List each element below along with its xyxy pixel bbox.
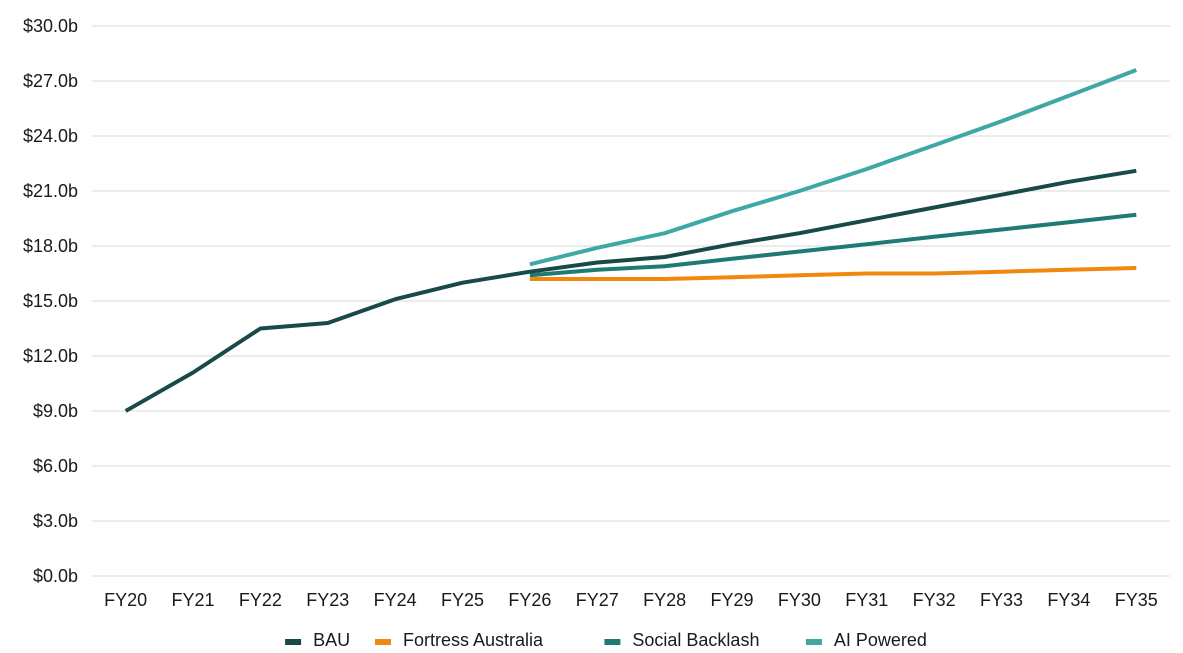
x-tick-label: FY35: [1115, 590, 1158, 610]
x-tick-label: FY29: [711, 590, 754, 610]
legend-swatch: [375, 639, 391, 645]
y-tick-label: $24.0b: [23, 126, 78, 146]
y-tick-label: $9.0b: [33, 401, 78, 421]
series-lines: [124, 68, 1138, 413]
legend: BAU Fortress Australia Social Backlash AI P…: [285, 630, 927, 650]
x-tick-label: FY20: [104, 590, 147, 610]
x-tick-label: FY27: [576, 590, 619, 610]
legend-swatch: [805, 639, 822, 645]
x-tick-label: FY31: [845, 590, 888, 610]
x-tick-label: FY21: [172, 590, 215, 610]
y-axis-tick-labels: $0.0b $3.0b $6.0b $9.0b $12.0b $15.0b $18.0b $2…: [23, 16, 78, 586]
y-tick-label: $0.0b: [33, 566, 78, 586]
legend-label: BAU: [313, 630, 350, 650]
series-line-social-backlash: [529, 212, 1137, 278]
legend-swatch: [604, 639, 621, 645]
y-tick-label: $27.0b: [23, 71, 78, 91]
x-tick-label: FY32: [913, 590, 956, 610]
x-tick-label: FY28: [643, 590, 686, 610]
legend-label: Social Backlash: [632, 630, 759, 650]
series-line-bau: [124, 168, 1137, 413]
y-tick-label: $3.0b: [33, 511, 78, 531]
x-tick-label: FY33: [980, 590, 1023, 610]
x-tick-label: FY25: [441, 590, 484, 610]
legend-label: AI Powered: [834, 630, 927, 650]
series-line-fortress-australia: [529, 266, 1137, 281]
x-tick-label: FY22: [239, 590, 282, 610]
y-tick-label: $30.0b: [23, 16, 78, 36]
legend-swatch: [285, 639, 302, 645]
y-tick-label: $21.0b: [23, 181, 78, 201]
gridlines: [92, 25, 1170, 577]
x-axis-tick-labels: FY20 FY21 FY22 FY23 FY24 FY25 FY26 FY27 FY28 FY29…: [104, 590, 1158, 610]
legend-label: Fortress Australia: [403, 630, 544, 650]
x-tick-label: FY23: [306, 590, 349, 610]
y-tick-label: $18.0b: [23, 236, 78, 256]
x-tick-label: FY34: [1047, 590, 1090, 610]
x-tick-label: FY24: [374, 590, 417, 610]
y-tick-label: $15.0b: [23, 291, 78, 311]
y-tick-label: $12.0b: [23, 346, 78, 366]
series-line-ai-powered: [529, 68, 1138, 267]
x-tick-label: FY26: [508, 590, 551, 610]
x-tick-label: FY30: [778, 590, 821, 610]
y-tick-label: $6.0b: [33, 456, 78, 476]
